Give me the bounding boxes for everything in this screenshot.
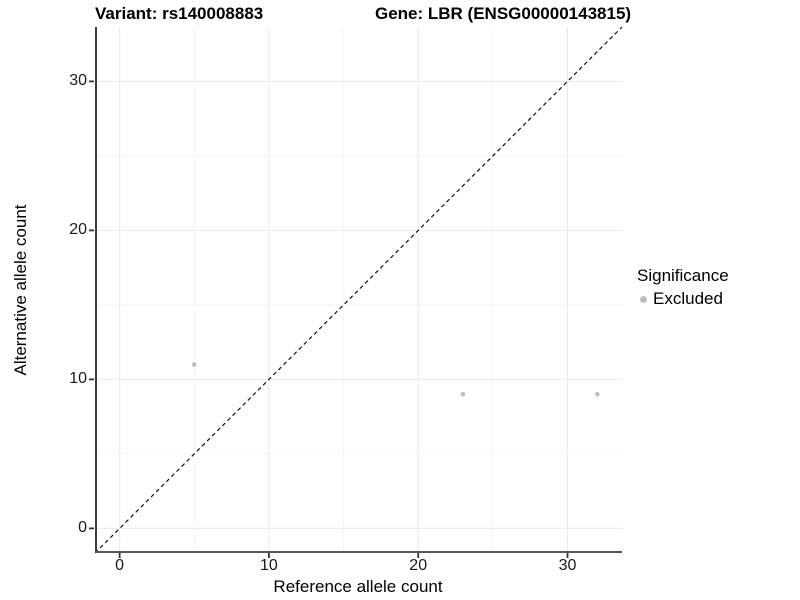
legend-item-label: Excluded [653, 289, 723, 308]
x-tick-label: 10 [260, 557, 278, 574]
x-tick-label: 30 [558, 557, 577, 574]
legend-item-excluded: Excluded [640, 289, 729, 309]
y-axis-title: Alternative allele count [11, 204, 30, 376]
identity-line [94, 26, 623, 554]
data-point-excluded [460, 392, 466, 397]
x-tick-label: 0 [115, 557, 125, 574]
data-point-excluded [595, 392, 600, 397]
legend-point-icon [640, 295, 647, 303]
x-tick-label: 20 [409, 557, 428, 574]
y-tick-label: 30 [69, 72, 87, 90]
plot-panel [89, 26, 623, 558]
x-axis-title: Reference allele count [273, 577, 443, 596]
legend-title: Significance [637, 266, 729, 285]
y-tick-label: 0 [78, 519, 87, 537]
legend: Significance Excluded [637, 266, 729, 309]
plot-title-gene: Gene: LBR (ENSG00000143815) [375, 4, 632, 23]
y-tick-label: 20 [69, 221, 87, 239]
plot-title-variant: Variant: rs140008883 [95, 4, 264, 23]
y-tick-label: 10 [69, 370, 87, 388]
data-point-excluded [191, 362, 197, 367]
